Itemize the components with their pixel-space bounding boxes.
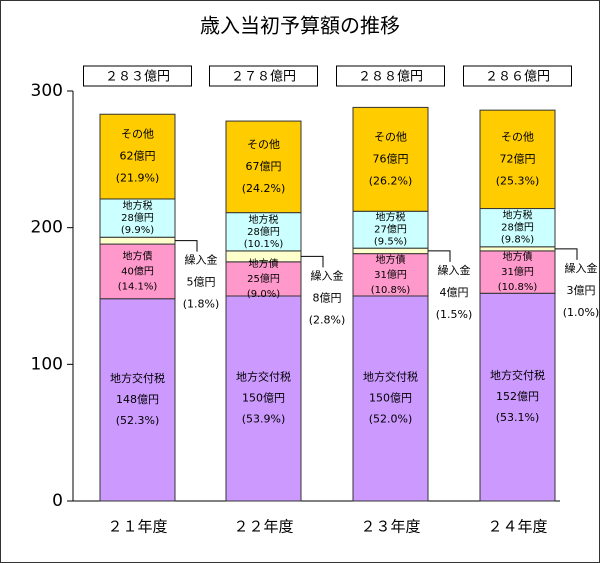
segment-name-label: その他 (121, 128, 154, 141)
callout-pct-label: (1.5%) (436, 308, 473, 321)
segment-value-label: 25億円 (247, 272, 280, 285)
chart-title: 歳入当初予算額の推移 (200, 14, 400, 38)
x-category-label: ２４年度 (487, 518, 547, 536)
segment-pct-label: (10.1%) (244, 239, 284, 250)
segment-name-label: 地方税 (249, 213, 279, 226)
total-box (83, 65, 192, 87)
segment-value-label: 148億円 (116, 393, 159, 406)
segment-value-label: 28億円 (247, 225, 280, 238)
segment-pct-label: (9.8%) (501, 235, 534, 246)
segment-name-label: 地方税 (376, 211, 406, 224)
segment-name-label: 地方債 (249, 257, 279, 270)
total-label: ２８３億円 (105, 69, 170, 85)
segment-name-label: 地方債 (376, 253, 406, 266)
callout-pct-label: (1.8%) (183, 298, 220, 311)
bar-segment (99, 236, 176, 245)
segment-pct-label: (9.0%) (247, 289, 280, 300)
bar-segment (352, 210, 429, 249)
segment-name-label: 地方交付税 (363, 370, 418, 384)
bar-segment (479, 246, 556, 252)
bar-segment (99, 113, 176, 200)
total-box (463, 65, 572, 87)
y-tick-label: 100 (31, 354, 63, 374)
segment-value-label: 31億円 (374, 268, 407, 281)
x-category-label: ２３年度 (360, 518, 420, 536)
segment-pct-label: (10.8%) (498, 282, 538, 293)
segment-name-label: 地方交付税 (490, 368, 545, 382)
segment-pct-label: (52.3%) (116, 414, 160, 427)
x-category-label: ２２年度 (233, 518, 293, 536)
bar-segment (225, 295, 302, 502)
bar-segment (352, 253, 429, 297)
callout-line (428, 250, 451, 262)
segment-pct-label: (26.2%) (369, 174, 413, 187)
segment-value-label: 67億円 (246, 160, 282, 173)
y-tick-label: 300 (31, 81, 63, 101)
segment-value-label: 27億円 (374, 223, 407, 236)
bar-segment (479, 250, 556, 294)
y-tick-label: 200 (31, 218, 63, 238)
segment-value-label: 28億円 (501, 221, 534, 234)
segment-pct-label: (14.1%) (118, 281, 158, 292)
bar-segment (479, 208, 556, 248)
segment-pct-label: (10.8%) (371, 285, 411, 296)
segment-name-label: その他 (247, 138, 280, 151)
callout-name-label: 繰入金 (565, 261, 598, 275)
segment-value-label: 150億円 (242, 392, 285, 405)
segment-name-label: 地方交付税 (110, 371, 165, 385)
callout-pct-label: (2.8%) (309, 313, 346, 326)
segment-value-label: 31億円 (501, 265, 534, 278)
segment-name-label: その他 (501, 130, 534, 143)
callout-line (301, 255, 324, 268)
callout-value-label: 5億円 (187, 276, 216, 289)
callout-line (175, 240, 198, 252)
segment-pct-label: (24.2%) (242, 182, 286, 195)
segment-value-label: 28億円 (121, 211, 154, 224)
segment-name-label: その他 (374, 130, 407, 143)
callout-value-label: 8億円 (313, 291, 342, 304)
segment-value-label: 62億円 (120, 150, 156, 163)
segment-pct-label: (21.9%) (116, 172, 160, 185)
callout-name-label: 繰入金 (185, 253, 218, 267)
bar-segment (99, 298, 176, 502)
callout-line (555, 248, 578, 260)
bar-segment (352, 247, 429, 255)
segment-name-label: 地方債 (123, 249, 153, 262)
total-box (336, 65, 445, 87)
total-box (209, 65, 318, 87)
segment-pct-label: (53.9%) (242, 413, 286, 426)
segment-name-label: 地方交付税 (236, 370, 291, 384)
bar-segment (352, 295, 429, 502)
callout-value-label: 3億円 (567, 284, 596, 297)
total-label: ２８６億円 (485, 69, 550, 85)
total-label: ２７８億円 (231, 69, 296, 85)
segment-name-label: 地方税 (123, 199, 153, 212)
segment-pct-label: (25.3%) (496, 174, 540, 187)
segment-pct-label: (53.1%) (496, 411, 540, 424)
segment-value-label: 152億円 (496, 390, 539, 403)
segment-value-label: 72億円 (500, 152, 536, 165)
bar-segment (225, 120, 302, 214)
total-label: ２８８億円 (358, 69, 423, 85)
segment-name-label: 地方債 (503, 250, 533, 263)
bar-segment (479, 109, 556, 210)
segment-value-label: 40億円 (121, 264, 154, 277)
callout-pct-label: (1.0%) (563, 306, 600, 319)
y-tick-label: 0 (52, 491, 63, 511)
x-category-label: ２１年度 (107, 518, 167, 536)
bar-segment (99, 243, 176, 300)
callout-value-label: 4億円 (440, 286, 469, 299)
segment-pct-label: (9.9%) (121, 225, 154, 236)
segment-value-label: 76億円 (373, 152, 409, 165)
callout-name-label: 繰入金 (438, 263, 471, 277)
segment-pct-label: (9.5%) (374, 237, 407, 248)
bar-segment (352, 106, 429, 212)
callout-name-label: 繰入金 (311, 268, 344, 282)
segment-pct-label: (52.0%) (369, 413, 413, 426)
segment-name-label: 地方税 (503, 209, 533, 222)
segment-value-label: 150億円 (369, 392, 412, 405)
